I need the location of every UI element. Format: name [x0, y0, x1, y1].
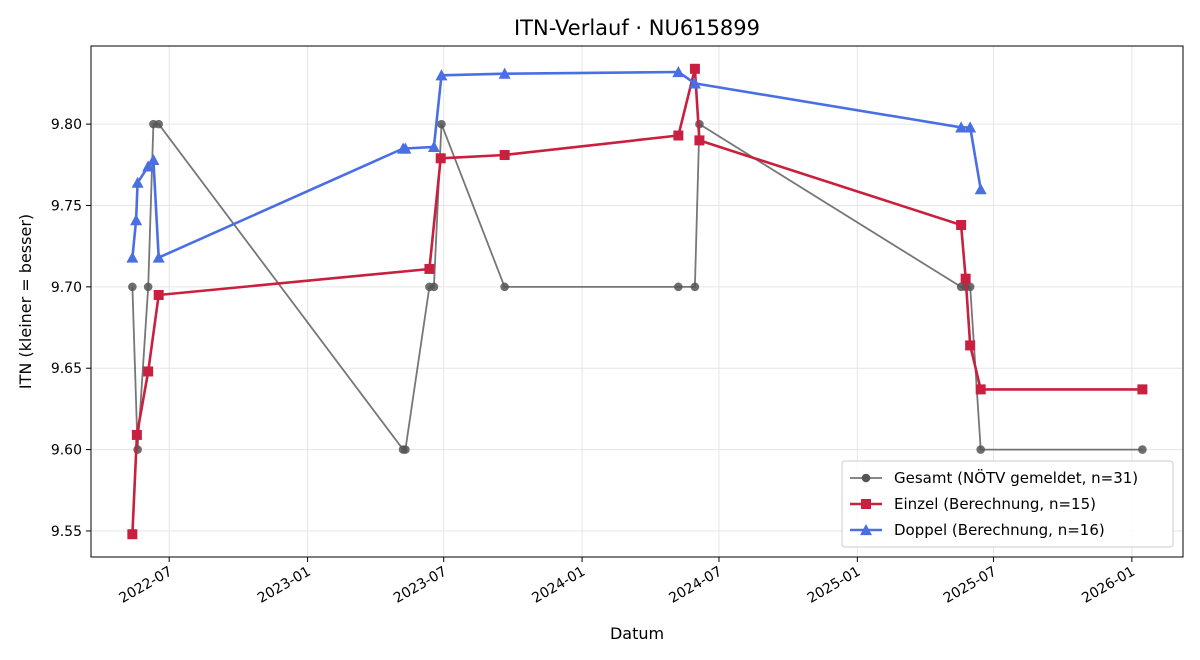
- data-point-gesamt: [690, 282, 700, 292]
- legend-swatch-marker: [860, 524, 872, 536]
- data-point-gesamt: [401, 445, 410, 454]
- data-point-einzel: [424, 263, 435, 274]
- legend-label: Doppel (Berechnung, n=16): [894, 521, 1105, 539]
- data-point-doppel: [688, 77, 701, 89]
- data-point-einzel: [1137, 384, 1148, 395]
- legend-swatch-marker: [861, 499, 871, 509]
- legend-label: Gesamt (NÖTV gemeldet, n=31): [894, 468, 1138, 487]
- data-point-doppel: [130, 214, 143, 226]
- data-point-doppel: [974, 183, 987, 195]
- data-point-gesamt: [128, 282, 137, 292]
- legend-item-einzel: Einzel (Berechnung, n=15): [850, 495, 1096, 513]
- data-point-einzel: [694, 135, 705, 146]
- data-point-einzel: [956, 220, 967, 231]
- data-point-einzel: [965, 340, 976, 351]
- y-tick-label: 9.65: [51, 361, 82, 377]
- data-point-gesamt: [429, 282, 439, 292]
- plot-frame: [90, 45, 1184, 558]
- legend-item-gesamt: Gesamt (NÖTV gemeldet, n=31): [850, 468, 1138, 487]
- series-layer: [126, 63, 1148, 540]
- y-axis-title: ITN (kleiner = besser): [16, 214, 35, 389]
- data-point-gesamt: [154, 119, 163, 129]
- data-point-doppel: [142, 160, 155, 172]
- data-point-doppel: [498, 67, 511, 79]
- data-point-doppel: [427, 140, 440, 152]
- data-point-doppel: [955, 121, 968, 133]
- chart-title: ITN-Verlauf · NU615899: [514, 16, 760, 40]
- data-point-doppel: [964, 121, 977, 133]
- y-tick-label: 9.75: [51, 198, 82, 214]
- data-point-einzel: [975, 384, 986, 395]
- data-point-einzel: [131, 429, 142, 440]
- y-tick-label: 9.70: [51, 280, 82, 296]
- data-point-gesamt: [1138, 445, 1147, 454]
- data-point-gesamt: [965, 282, 975, 292]
- data-point-doppel: [126, 251, 139, 263]
- data-point-einzel: [435, 153, 446, 164]
- data-point-doppel: [672, 66, 685, 78]
- legend: Gesamt (NÖTV gemeldet, n=31) Einzel (Bere…: [841, 460, 1174, 548]
- data-point-einzel: [499, 150, 510, 161]
- series-line-doppel: [131, 70, 982, 259]
- data-point-gesamt: [143, 282, 153, 292]
- series-einzel: [127, 63, 1148, 540]
- legend-label: Einzel (Berechnung, n=15): [894, 495, 1096, 513]
- data-point-einzel: [153, 289, 164, 300]
- legend-swatch-marker: [861, 473, 871, 483]
- y-tick-label: 9.80: [51, 117, 82, 133]
- data-point-einzel: [689, 63, 700, 74]
- data-point-doppel: [435, 69, 448, 81]
- data-point-einzel: [673, 130, 684, 141]
- data-point-doppel: [152, 251, 165, 263]
- data-point-doppel: [131, 176, 144, 188]
- data-point-gesamt: [674, 282, 683, 292]
- y-tick-label: 9.60: [51, 443, 82, 459]
- data-point-gesamt: [976, 445, 985, 454]
- series-doppel: [126, 66, 987, 263]
- data-point-gesamt: [500, 282, 509, 292]
- data-point-einzel: [143, 366, 154, 377]
- data-point-gesamt: [437, 119, 446, 129]
- data-point-doppel: [147, 153, 160, 166]
- legend-item-doppel: Doppel (Berechnung, n=16): [850, 521, 1105, 539]
- data-point-einzel: [127, 529, 138, 540]
- x-axis-title: Datum: [610, 624, 664, 643]
- y-tick-label: 9.55: [51, 524, 82, 540]
- legend-box: [841, 460, 1174, 548]
- data-point-einzel: [960, 273, 971, 284]
- data-point-doppel: [399, 142, 412, 154]
